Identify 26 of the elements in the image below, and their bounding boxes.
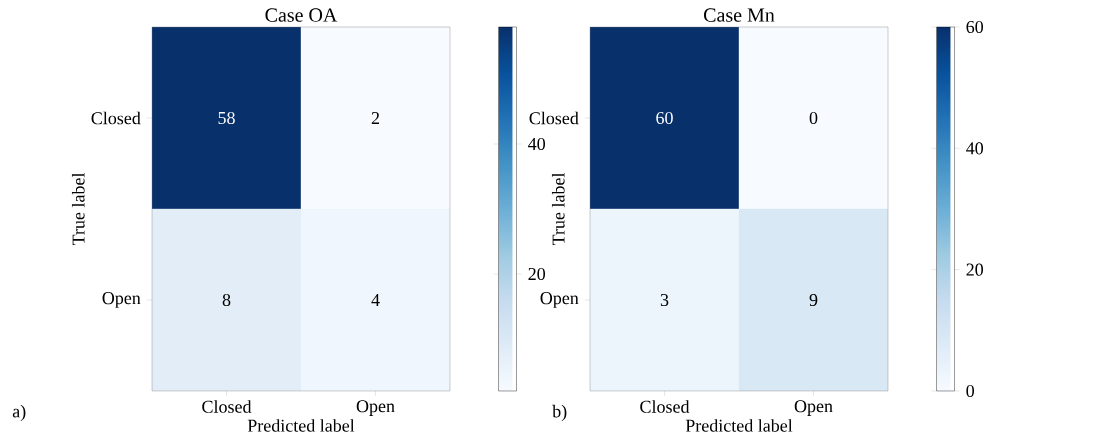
y-axis-title: True label xyxy=(71,172,85,246)
chart-title: Case Mn xyxy=(704,8,775,22)
x-axis-title: Predicted label xyxy=(685,419,793,432)
color-bar-label: 60 xyxy=(966,20,984,34)
x-tick-label: Open xyxy=(794,400,833,416)
text: a) xyxy=(12,404,26,422)
x-tick-label: Closed xyxy=(640,400,690,413)
color-bar-label: 20 xyxy=(966,263,984,276)
data-label: 0 xyxy=(809,111,818,125)
color-bar-label: 40 xyxy=(528,137,546,151)
y-axis-title: True label xyxy=(551,172,565,246)
data-label: 8 xyxy=(222,293,231,307)
x-tick-label: Open xyxy=(356,400,395,416)
data-label: 2 xyxy=(371,112,380,124)
color-bar-label: 0 xyxy=(966,384,975,398)
data-label: 3 xyxy=(660,293,669,307)
text: b) xyxy=(552,404,567,422)
x-tick-label: Closed xyxy=(202,400,252,413)
color-bar-label: 20 xyxy=(528,267,546,281)
data-label: 60 xyxy=(656,111,673,125)
data-label: 9 xyxy=(809,293,818,307)
color-bar-label: 40 xyxy=(966,142,984,155)
x-axis-title: Predicted label xyxy=(247,419,355,432)
data-label: 4 xyxy=(371,294,380,306)
data-label: 58 xyxy=(218,111,235,125)
chart-title: Case OA xyxy=(265,8,338,22)
